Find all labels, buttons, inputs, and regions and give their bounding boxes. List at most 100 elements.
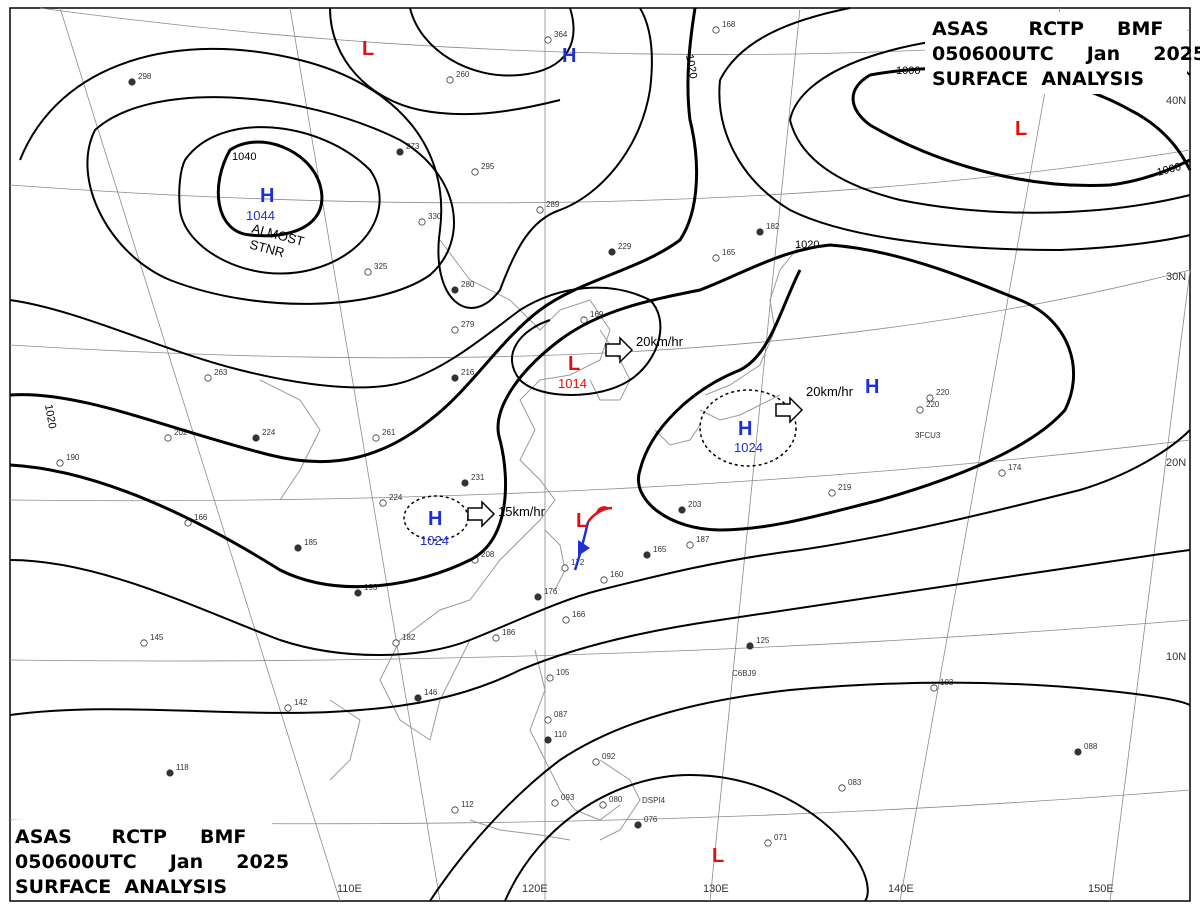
station-circle <box>396 148 404 156</box>
motion-speed-label: 15km/hr <box>498 504 546 519</box>
station-circle <box>534 593 542 601</box>
station-pressure: 160 <box>610 570 624 579</box>
station-circle <box>451 326 459 334</box>
longitude-label: 140E <box>888 883 914 895</box>
station-circle <box>451 806 459 814</box>
station-circle <box>544 36 552 44</box>
station-circle <box>634 821 642 829</box>
station-circle <box>536 206 544 214</box>
station-plots: 298 364 260 273 295 289 229 168 165 182 330 325 280 2… <box>56 20 1098 847</box>
motion-speed-label: 20km/hr <box>636 334 684 349</box>
station-circle <box>551 799 559 807</box>
latitude-label: 20N <box>1166 457 1186 469</box>
station-pressure: 224 <box>389 493 403 502</box>
station-circle <box>712 26 720 34</box>
station-circle <box>451 286 459 294</box>
station-pressure: 142 <box>294 698 308 707</box>
station-pressure: 169 <box>590 310 604 319</box>
isobar-1008-north <box>718 7 1191 252</box>
station-pressure: 263 <box>214 368 228 377</box>
station-pressure: 088 <box>1084 742 1098 751</box>
station-circle <box>828 489 836 497</box>
station-circle <box>252 434 260 442</box>
station-circle <box>756 228 764 236</box>
station-pressure: 146 <box>424 688 438 697</box>
station-circle <box>379 499 387 507</box>
header-line: SURFACE ANALYSIS <box>932 68 1144 90</box>
station-pressure: 118 <box>176 763 189 772</box>
header-line: 050600UTC Jan 2025 <box>932 43 1200 65</box>
isobar-1016 <box>9 429 1191 656</box>
station-circle <box>746 642 754 650</box>
low-center-value: 1014 <box>558 376 587 391</box>
motion-arrow-icon <box>467 500 496 528</box>
station-pressure: 186 <box>502 628 516 637</box>
station-pressure: 364 <box>554 30 568 39</box>
station-pressure: 166 <box>194 513 208 522</box>
station-circle <box>686 541 694 549</box>
isobar-1008 <box>429 681 1191 902</box>
station-pressure: 176 <box>544 587 558 596</box>
axis-labels: 110E 120E 130E 140E 150E 40N 30N 20N 10N <box>337 95 1186 895</box>
latitude-label: 30N <box>1166 271 1186 283</box>
isobar-1040 <box>216 140 324 238</box>
latitude-label: 40N <box>1166 95 1186 107</box>
station-pressure: 220 <box>926 400 940 409</box>
station-pressure: 185 <box>304 538 318 547</box>
isobar-1020-west <box>9 7 699 464</box>
station-circle <box>204 374 212 382</box>
station-pressure: 110 <box>554 730 567 739</box>
station-circle <box>56 459 64 467</box>
ship-ids: 3FCU3 C6BJ9 DSPI4 <box>642 431 941 805</box>
isobar-1024 <box>9 286 662 396</box>
station-circle <box>764 839 772 847</box>
station-pressure: 166 <box>572 610 586 619</box>
station-circle <box>461 479 469 487</box>
low-center-symbol: L <box>712 845 724 867</box>
header-bottom-left: ASAS RCTP BMF 050600UTC Jan 2025 SURFACE… <box>12 820 289 900</box>
station-pressure: 261 <box>382 428 396 437</box>
header-line: SURFACE ANALYSIS <box>15 876 227 898</box>
high-center-value: 1024 <box>734 440 763 455</box>
station-circle <box>562 616 570 624</box>
station-circle <box>544 716 552 724</box>
isobar-low-south <box>504 773 869 902</box>
isobar-label: 1040 <box>232 151 256 163</box>
high-center-symbol: H <box>865 376 879 398</box>
isobar-1028 <box>19 7 653 309</box>
station-circle <box>471 168 479 176</box>
station-pressure: 260 <box>456 70 470 79</box>
high-center-symbol: H <box>428 508 442 530</box>
stationary-note: ALMOSTSTNR <box>248 221 306 261</box>
station-pressure: 231 <box>471 473 485 482</box>
pressure-centers: H 1044 H L L L 1014 H 1024 H H 1024 L L <box>246 38 1027 867</box>
station-circle <box>838 784 846 792</box>
station-circle <box>592 758 600 766</box>
station-pressure: 202 <box>174 428 188 437</box>
longitude-label: 150E <box>1088 883 1114 895</box>
station-circle <box>546 674 554 682</box>
station-circle <box>998 469 1006 477</box>
station-pressure: 165 <box>653 545 667 554</box>
station-pressure: 330 <box>428 212 442 221</box>
station-pressure: 203 <box>688 500 702 509</box>
high-center-symbol: H <box>260 185 274 207</box>
motion-arrows <box>467 336 804 528</box>
station-circle <box>451 374 459 382</box>
motion-speed-label: 20km/hr <box>806 384 854 399</box>
header-top-right: ASAS RCTP BMF 050600UTC Jan 2025 SURFACE… <box>925 12 1200 94</box>
isobar-1012 <box>9 549 1191 716</box>
station-pressure: 182 <box>402 633 416 642</box>
station-pressure: 280 <box>461 280 475 289</box>
station-circle <box>916 406 924 414</box>
station-pressure: 076 <box>644 815 658 824</box>
station-pressure: 224 <box>262 428 276 437</box>
station-circle <box>1074 748 1082 756</box>
low-center-symbol: L <box>576 510 588 532</box>
isobar-1032 <box>86 96 455 305</box>
isobar-north-1 <box>409 7 575 77</box>
station-circle <box>284 704 292 712</box>
longitude-label: 130E <box>703 883 729 895</box>
station-pressure: 187 <box>696 535 710 544</box>
